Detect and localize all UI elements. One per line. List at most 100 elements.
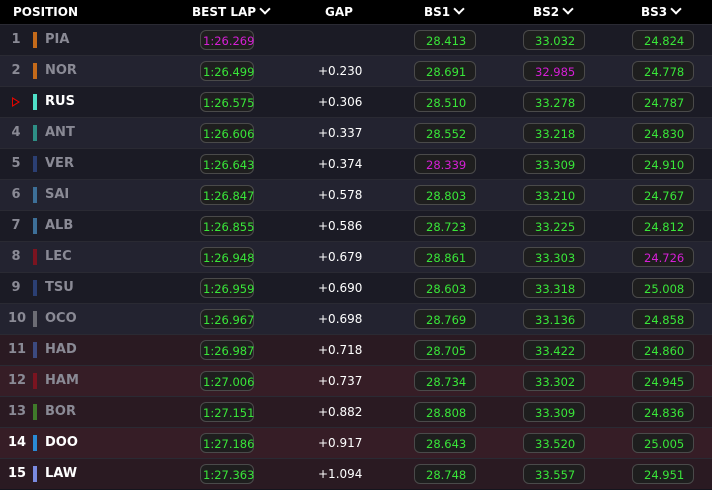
table-row[interactable]: 5 VER 1:26.643 +0.374 28.339 33.309 24.910: [0, 148, 712, 179]
bs3-sector-time: 25.005: [632, 433, 694, 453]
team-color-bar: [33, 125, 37, 141]
team-color-bar: [33, 32, 37, 48]
team-color-bar: [33, 156, 37, 172]
column-header-bs1-label: BS1: [424, 5, 451, 19]
column-header-gap[interactable]: GAP: [325, 0, 353, 24]
bs1-sector-time: 28.769: [414, 309, 476, 329]
position-number: 9: [11, 280, 21, 295]
team-color-bar: [33, 373, 37, 389]
position-number: 2: [11, 63, 21, 78]
driver-code: LEC: [45, 249, 72, 264]
table-row[interactable]: 8 LEC 1:26.948 +0.679 28.861 33.303 24.726: [0, 241, 712, 272]
bs2-sector-time: 33.218: [523, 123, 585, 143]
best-lap-time: 1:26.855: [200, 216, 254, 236]
driver-code: PIA: [45, 32, 70, 47]
bs3-sector-time: 25.008: [632, 278, 694, 298]
bs3-sector-time: 24.860: [632, 340, 694, 360]
table-row[interactable]: 1 PIA 1:26.269 28.413 33.032 24.824: [0, 24, 712, 55]
team-color-bar: [33, 218, 37, 234]
position-number: 10: [8, 311, 27, 326]
table-row[interactable]: 7 ALB 1:26.855 +0.586 28.723 33.225 24.812: [0, 210, 712, 241]
bs2-sector-time: 33.309: [523, 402, 585, 422]
table-row[interactable]: 6 SAI 1:26.847 +0.578 28.803 33.210 24.767: [0, 179, 712, 210]
table-row[interactable]: RUS 1:26.575 +0.306 28.510 33.278 24.787: [0, 86, 712, 117]
bs3-sector-time: 24.778: [632, 61, 694, 81]
bs2-sector-time: 33.422: [523, 340, 585, 360]
column-header-bs1[interactable]: BS1: [424, 0, 465, 24]
chevron-down-icon: [562, 3, 574, 15]
position-number: 1: [11, 32, 21, 47]
gap-value: +0.698: [318, 312, 363, 326]
bs2-sector-time: 33.557: [523, 464, 585, 484]
table-row[interactable]: 2 NOR 1:26.499 +0.230 28.691 32.985 24.778: [0, 55, 712, 86]
team-color-bar: [33, 280, 37, 296]
bs3-sector-time: 24.836: [632, 402, 694, 422]
team-color-bar: [33, 435, 37, 451]
position-number: 11: [8, 342, 27, 357]
position-number: 6: [11, 187, 21, 202]
bs2-sector-time: 33.225: [523, 216, 585, 236]
best-lap-time: 1:26.606: [200, 123, 254, 143]
gap-value: +0.690: [318, 281, 363, 295]
bs1-sector-time: 28.723: [414, 216, 476, 236]
position-number: 5: [11, 156, 21, 171]
table-row[interactable]: 13 BOR 1:27.151 +0.882 28.808 33.309 24.836: [0, 396, 712, 427]
bs2-sector-time: 33.309: [523, 154, 585, 174]
play-icon: [12, 97, 20, 107]
table-body: 1 PIA 1:26.269 28.413 33.032 24.824 2 NOR 1:26.4…: [0, 24, 712, 489]
column-header-best-lap[interactable]: BEST LAP: [192, 0, 271, 24]
gap-value: +0.917: [318, 436, 363, 450]
driver-code: RUS: [45, 94, 75, 109]
driver-code: HAD: [45, 342, 77, 357]
gap-value: +0.337: [318, 126, 363, 140]
bs2-sector-time: 33.032: [523, 30, 585, 50]
table-row[interactable]: 14 DOO 1:27.186 +0.917 28.643 33.520 25.005: [0, 427, 712, 458]
bs2-sector-time: 33.136: [523, 309, 585, 329]
bs1-sector-time: 28.643: [414, 433, 476, 453]
best-lap-time: 1:26.847: [200, 185, 254, 205]
bs1-sector-time: 28.705: [414, 340, 476, 360]
table-row[interactable]: 4 ANT 1:26.606 +0.337 28.552 33.218 24.830: [0, 117, 712, 148]
chevron-down-icon: [453, 3, 465, 15]
table-row[interactable]: 10 OCO 1:26.967 +0.698 28.769 33.136 24.858: [0, 303, 712, 334]
table-row[interactable]: 9 TSU 1:26.959 +0.690 28.603 33.318 25.008: [0, 272, 712, 303]
bs1-sector-time: 28.603: [414, 278, 476, 298]
driver-code: DOO: [45, 435, 78, 450]
bs2-sector-time: 33.302: [523, 371, 585, 391]
bs1-sector-time: 28.691: [414, 61, 476, 81]
bs2-sector-time: 33.520: [523, 433, 585, 453]
driver-code: TSU: [45, 280, 74, 295]
table-row[interactable]: 11 HAD 1:26.987 +0.718 28.705 33.422 24.860: [0, 334, 712, 365]
team-color-bar: [33, 311, 37, 327]
bs1-sector-time: 28.510: [414, 92, 476, 112]
column-header-bs3[interactable]: BS3: [641, 0, 682, 24]
best-lap-time: 1:27.151: [200, 402, 254, 422]
column-header-bs2[interactable]: BS2: [533, 0, 574, 24]
gap-value: +0.230: [318, 64, 363, 78]
bs3-sector-time: 24.824: [632, 30, 694, 50]
position-number: 7: [11, 218, 21, 233]
team-color-bar: [33, 466, 37, 482]
best-lap-time: 1:26.948: [200, 247, 254, 267]
table-header: POSITION BEST LAP GAP BS1 BS2 BS3: [0, 0, 712, 24]
gap-value: +0.737: [318, 374, 363, 388]
best-lap-time: 1:26.987: [200, 340, 254, 360]
bs2-sector-time: 33.318: [523, 278, 585, 298]
position-number: 4: [11, 125, 21, 140]
team-color-bar: [33, 187, 37, 203]
bs1-sector-time: 28.413: [414, 30, 476, 50]
column-header-best-lap-label: BEST LAP: [192, 5, 257, 19]
table-row[interactable]: 15 LAW 1:27.363 +1.094 28.748 33.557 24.951: [0, 458, 712, 489]
table-row[interactable]: 12 HAM 1:27.006 +0.737 28.734 33.302 24.945: [0, 365, 712, 396]
driver-code: HAM: [45, 373, 79, 388]
chevron-down-icon: [670, 3, 682, 15]
column-header-position[interactable]: POSITION: [13, 0, 78, 24]
gap-value: +0.578: [318, 188, 363, 202]
best-lap-time: 1:26.643: [200, 154, 254, 174]
chevron-down-icon: [259, 3, 271, 15]
column-header-bs2-label: BS2: [533, 5, 560, 19]
bs3-sector-time: 24.945: [632, 371, 694, 391]
bs1-sector-time: 28.861: [414, 247, 476, 267]
driver-code: BOR: [45, 404, 76, 419]
